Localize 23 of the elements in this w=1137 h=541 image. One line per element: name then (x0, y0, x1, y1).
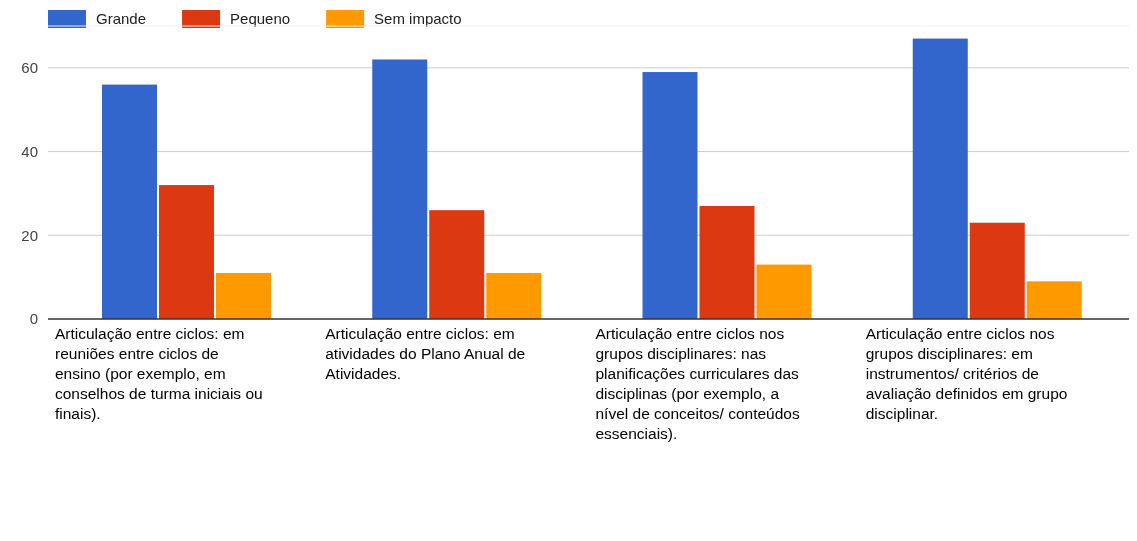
bar (372, 59, 428, 319)
x-tick-label: Articulação entre ciclos nos grupos disciplinares: em instrumentos/ critérios de avaliação definidos em grupo disciplinar. (865, 325, 1068, 422)
y-tick-label: 0 (29, 310, 38, 328)
y-tick-label: 40 (21, 142, 38, 160)
bar (429, 210, 485, 319)
bar (102, 84, 157, 319)
bar (1026, 281, 1082, 319)
bar (969, 222, 1025, 319)
x-tick-label: Articulação entre ciclos: em reuniões entre ciclos de ensino (por exemplo, em conselhos de turma iniciais ou finais). (55, 325, 263, 422)
y-tick-label: 60 (21, 59, 38, 77)
legend-label: Sem impacto (374, 10, 462, 27)
bar (699, 205, 755, 319)
bar (216, 272, 271, 319)
x-tick-label: Articulação entre ciclos nos grupos disciplinares: nas planificações curriculares das disciplinas (por exemplo, a nível de conceitos/ conteúdos essenciais). (595, 325, 800, 442)
bar (756, 264, 812, 319)
bar (642, 72, 698, 319)
bar (159, 185, 214, 319)
y-tick-label: 20 (21, 226, 38, 244)
legend-label: Pequeno (230, 10, 291, 27)
bar (486, 272, 542, 319)
x-tick-label: Articulação entre ciclos: em atividades do Plano Anual de Atividades. (325, 325, 526, 382)
legend-label: Grande (96, 10, 147, 27)
bar (912, 38, 968, 319)
